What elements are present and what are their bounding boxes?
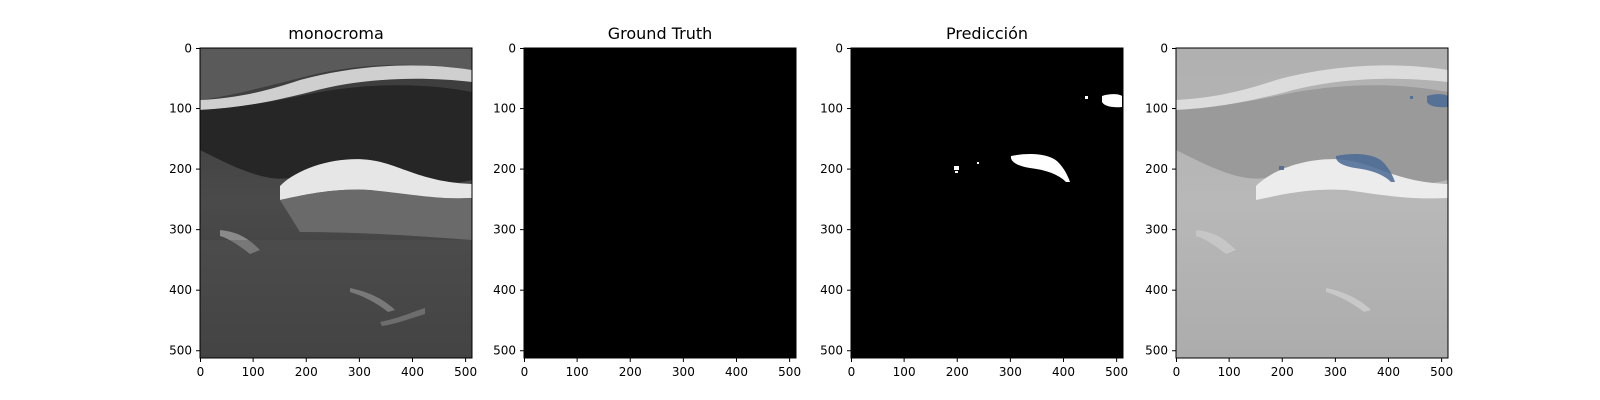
x-tick-label: 100 [566,365,589,379]
x-tick-label: 400 [401,365,424,379]
y-tick-label: 300 [493,223,516,237]
x-tick-label: 500 [1105,365,1128,379]
x-tick-label: 100 [893,365,916,379]
x-tick-label: 400 [1377,365,1400,379]
x-tick-label: 300 [1324,365,1347,379]
panel-title-2: Ground Truth [608,24,713,43]
x-tick-label: 100 [1218,365,1241,379]
y-tick-label: 100 [820,102,843,116]
y-tick-label: 200 [169,162,192,176]
x-tick-label: 500 [454,365,477,379]
y-tick-label: 400 [820,283,843,297]
x-tick-label: 200 [1271,365,1294,379]
y-tick-label: 0 [508,42,516,56]
y-tick-label: 300 [820,223,843,237]
axes-frame [199,47,473,359]
y-tick-label: 400 [169,283,192,297]
panel-prediccion: Predicción [850,24,1124,359]
y-tick-label: 100 [493,102,516,116]
x-tick-label: 0 [197,365,205,379]
y-tick-label: 500 [169,344,192,358]
y-tick-label: 100 [169,102,192,116]
panel-monocroma: monocroma [199,24,473,359]
y-tick-label: 0 [184,42,192,56]
x-tick-label: 200 [619,365,642,379]
y-tick-label: 0 [1160,42,1168,56]
y-tick-label: 300 [1145,223,1168,237]
x-tick-label: 300 [672,365,695,379]
y-tick-label: 200 [1145,162,1168,176]
panel-ground-truth: Ground Truth [523,24,797,359]
ultrasound-image [200,48,472,358]
y-tick-label: 0 [835,42,843,56]
x-tick-label: 300 [348,365,371,379]
panel-title-1: monocroma [288,24,384,43]
axis-ticks: 0 100 200 300 400 500 0 100 200 300 400 500 0 100 200 3… [169,42,1453,380]
x-tick-label: 200 [946,365,969,379]
x-tick-label: 0 [1173,365,1181,379]
x-tick-label: 400 [725,365,748,379]
y-tick-label: 100 [1145,102,1168,116]
prediction-mask [851,48,1123,358]
y-tick-label: 200 [493,162,516,176]
x-tick-label: 500 [1430,365,1453,379]
overlay-mask [1279,94,1448,182]
x-tick-label: 400 [1052,365,1075,379]
predicted-regions [954,94,1122,182]
panel-overlay [1175,47,1449,359]
x-tick-label: 100 [242,365,265,379]
overlay-image [1176,48,1448,358]
panel-title-3: Predicción [946,24,1028,43]
x-tick-label: 0 [848,365,856,379]
x-tick-label: 300 [999,365,1022,379]
y-tick-label: 500 [493,344,516,358]
y-tick-label: 400 [493,283,516,297]
x-tick-label: 500 [778,365,801,379]
y-tick-label: 400 [1145,283,1168,297]
y-tick-label: 500 [1145,344,1168,358]
x-tick-label: 0 [521,365,529,379]
x-tick-label: 200 [295,365,318,379]
y-tick-label: 300 [169,223,192,237]
y-tick-label: 200 [820,162,843,176]
ground-truth-mask [524,48,796,358]
y-tick-label: 500 [820,344,843,358]
